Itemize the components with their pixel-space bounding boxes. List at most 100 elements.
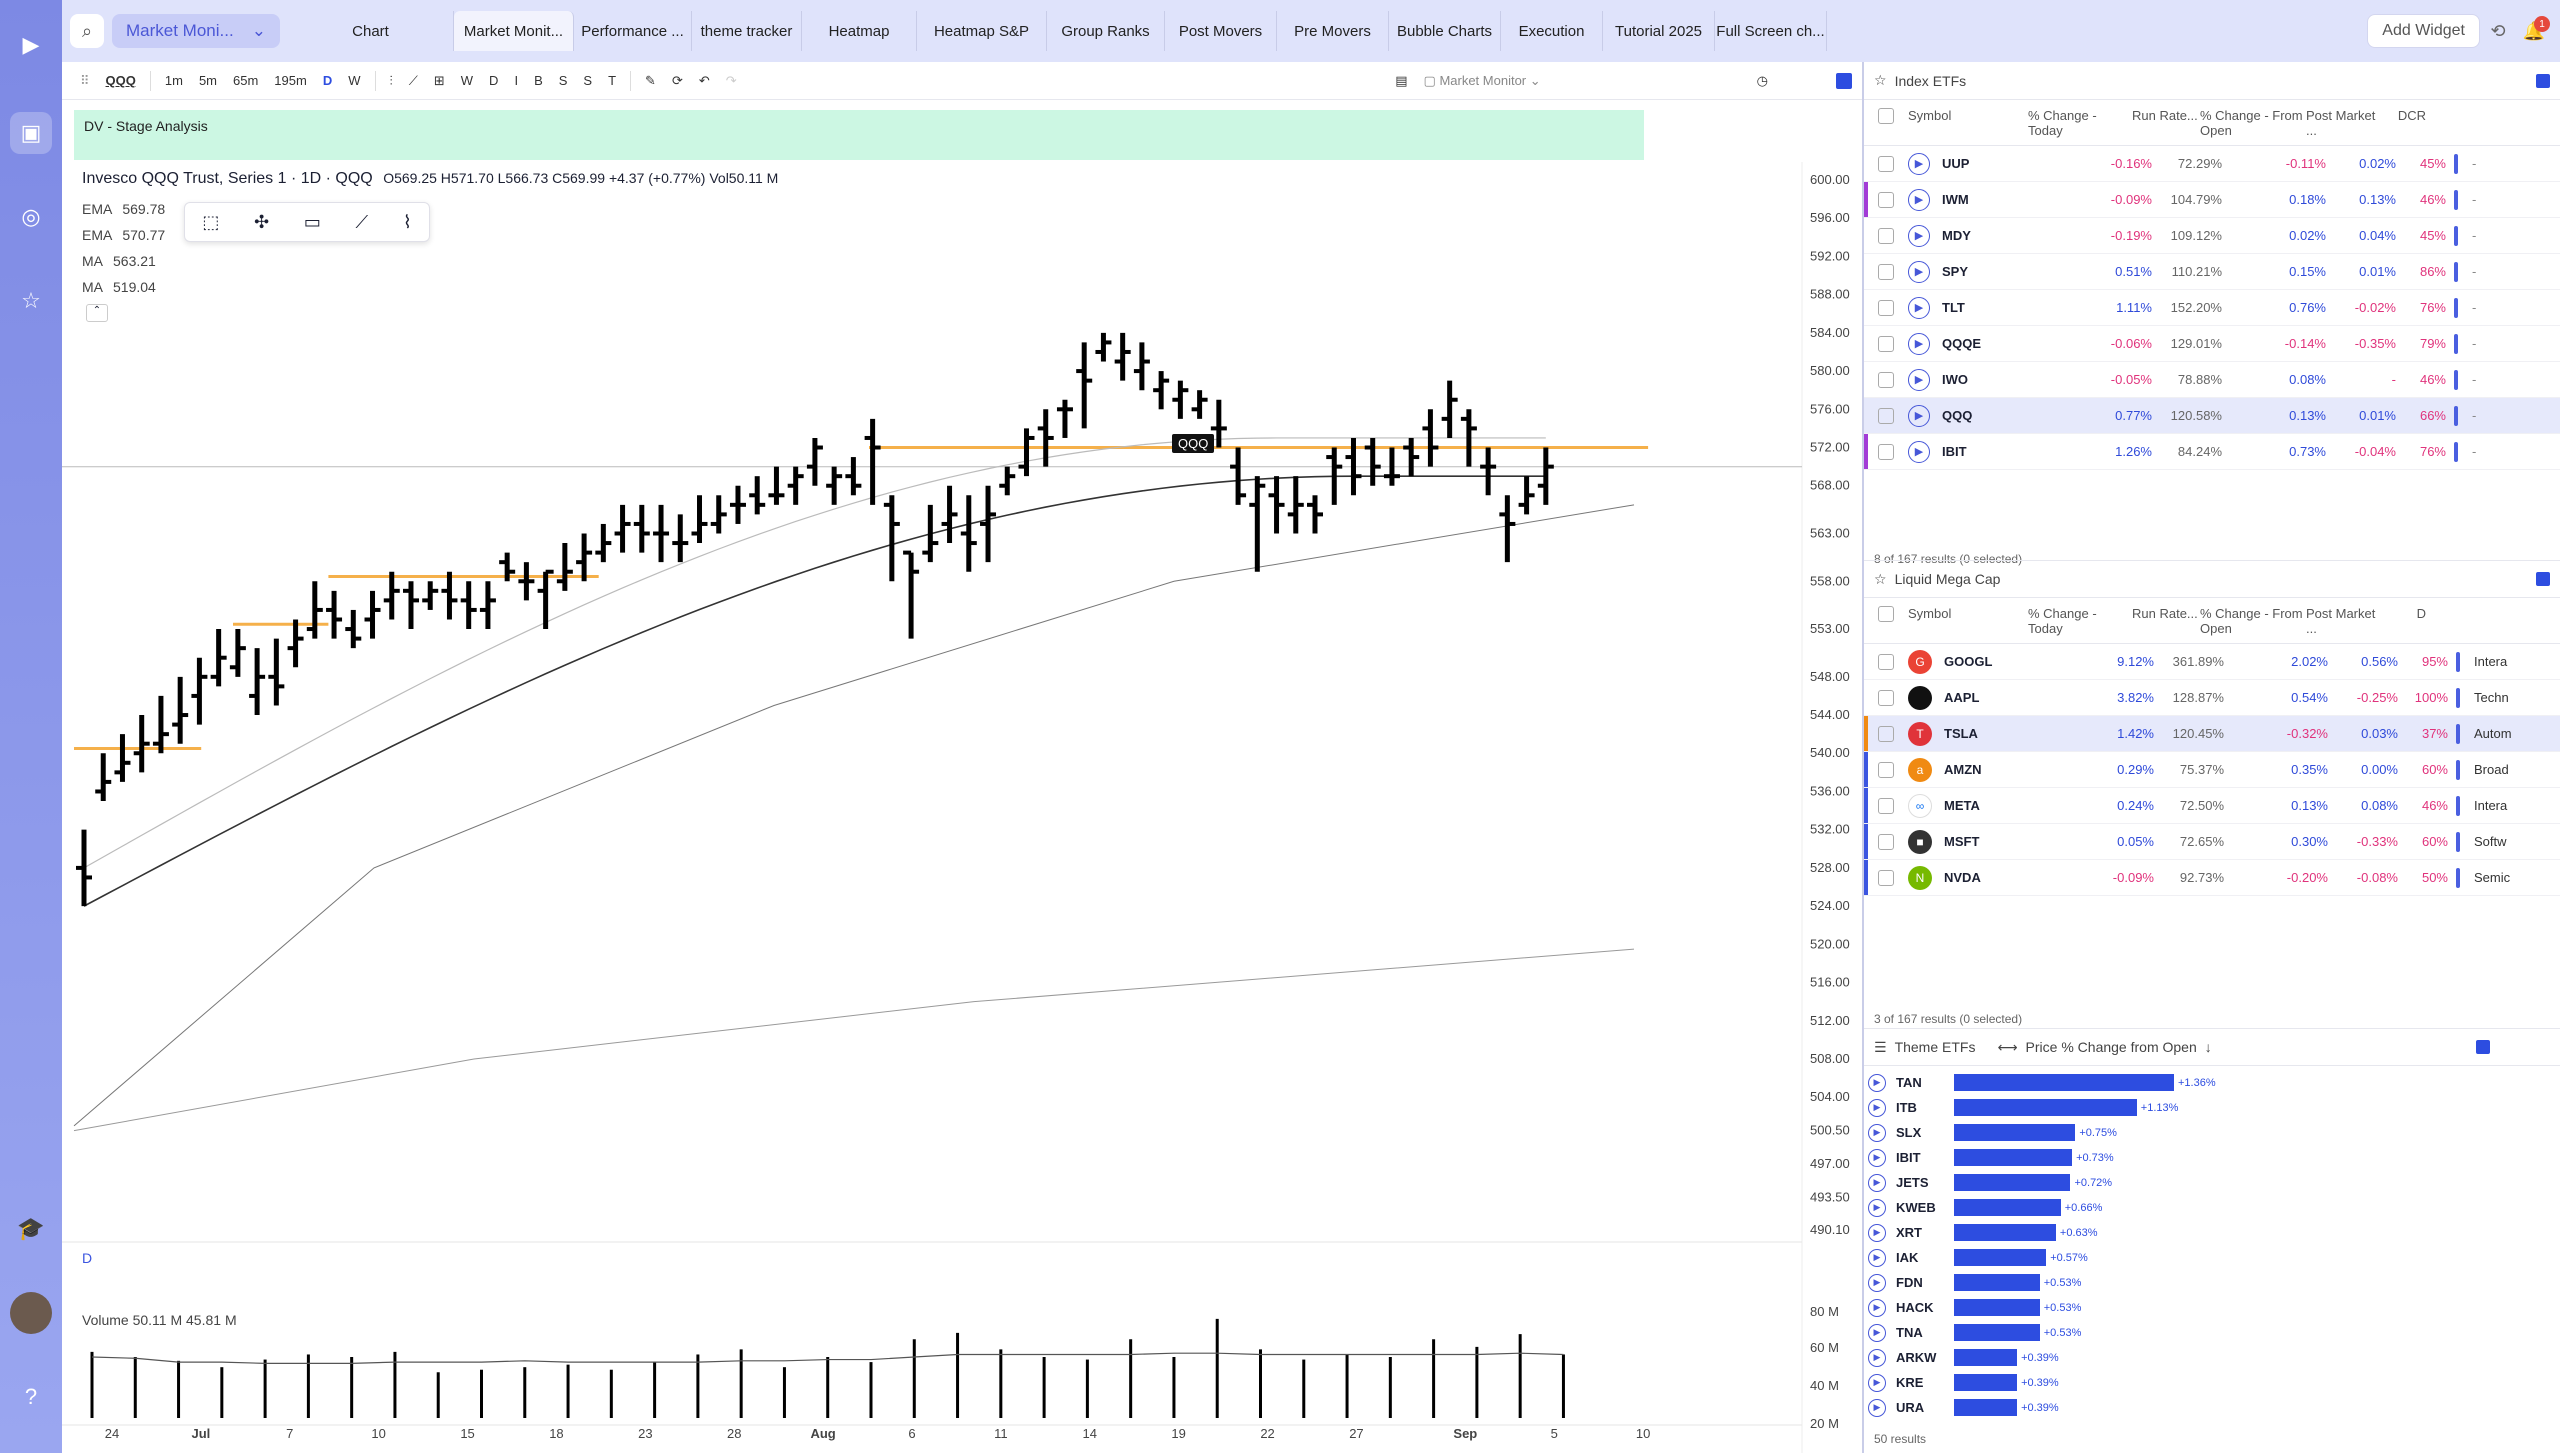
row-checkbox[interactable] [1878,725,1894,742]
tab-8[interactable]: Pre Movers [1277,11,1389,51]
layout-dropdown[interactable]: ▢ Market Monitor ⌄ [1423,72,1541,88]
play-icon[interactable]: ▶ [1868,1198,1886,1217]
table-row[interactable]: ■ MSFT 0.05% 72.65% 0.30% -0.33% 60% Softw [1864,824,2560,860]
column-header[interactable]: % Change - Today [2028,108,2097,138]
symbol-cell[interactable]: NVDA [1944,870,1981,885]
interval-D[interactable]: D [322,73,333,88]
table-row[interactable]: ▶ IBIT 1.26% 84.24% 0.73% -0.04% 76% - [1864,434,2560,470]
column-header[interactable]: D [2416,606,2426,621]
theme-row[interactable]: ▶ TAN +1.36% [1864,1070,2560,1095]
play-icon[interactable]: ▶ [1868,1273,1886,1292]
table-row[interactable]: ▶ TLT 1.11% 152.20% 0.76% -0.02% 76% - [1864,290,2560,326]
redo-icon[interactable]: ↷ [725,72,737,88]
format-3[interactable]: B [534,73,543,88]
play-icon[interactable]: ▶ [1908,332,1930,355]
row-checkbox[interactable] [1878,689,1894,706]
row-checkbox[interactable] [1878,443,1894,460]
indicators-icon[interactable]: ⫶ [389,72,393,88]
play-icon[interactable]: ▶ [1908,260,1930,283]
pencil-icon[interactable]: ✎ [645,72,656,88]
share-icon[interactable]: ⟲ [2490,20,2506,41]
interval-5m[interactable]: 5m [198,73,217,88]
panel-menu-icon[interactable] [2536,572,2550,586]
table-row[interactable]: ▶ MDY -0.19% 109.12% 0.02% 0.04% 45% - [1864,218,2560,254]
theme-row[interactable]: ▶ HACK +0.53% [1864,1295,2560,1320]
timer-icon[interactable]: ◷ [1756,72,1768,88]
interval-W[interactable]: W [348,73,361,88]
tab-3[interactable]: theme tracker [692,11,802,51]
table-row[interactable]: ∞ META 0.24% 72.50% 0.13% 0.08% 46% Intera [1864,788,2560,824]
play-icon[interactable]: ▶ [1868,1098,1886,1117]
table-row[interactable]: ▶ UUP -0.16% 72.29% -0.11% 0.02% 45% - [1864,146,2560,182]
column-header[interactable]: % Change - Today [2028,606,2097,636]
play-icon[interactable]: ▶ [1868,1323,1886,1342]
column-header[interactable]: Run Rate... [2132,606,2198,621]
play-icon[interactable]: ▶ [1908,440,1930,463]
theme-row[interactable]: ▶ IAK +0.57% [1864,1245,2560,1270]
logo-icon[interactable]: ▶ [22,32,40,57]
tab-0[interactable]: Chart [288,11,454,51]
table-row[interactable]: T TSLA 1.42% 120.45% -0.32% 0.03% 37% Autom [1864,716,2560,752]
maximize-icon[interactable] [1836,72,1852,89]
avatar[interactable] [10,1292,52,1334]
symbol-cell[interactable]: QQQE [1942,336,1982,351]
column-header[interactable]: DCR [2397,108,2426,123]
format-1[interactable]: D [489,73,499,88]
panel-menu-icon[interactable] [2476,1040,2490,1054]
tab-11[interactable]: Tutorial 2025 [1603,11,1715,51]
table-row[interactable]: ▶ QQQ 0.77% 120.58% 0.13% 0.01% 66% - [1864,398,2560,434]
table-row[interactable]: a AMZN 0.29% 75.37% 0.35% 0.00% 60% Broad [1864,752,2560,788]
layout-icon[interactable]: ▤ [1395,72,1408,88]
play-icon[interactable]: ▶ [1868,1123,1886,1142]
tab-2[interactable]: Performance ... [574,11,692,51]
column-header[interactable]: Symbol [1908,108,1952,123]
sort-icon[interactable]: ↓ [2204,1039,2212,1055]
column-header[interactable]: Post Market ... [2306,606,2376,636]
theme-row[interactable]: ▶ XRT +0.63% [1864,1220,2560,1245]
theme-row[interactable]: ▶ ARKW +0.39% [1864,1345,2560,1370]
column-header[interactable]: % Change - From Open [2200,108,2303,138]
symbol-cell[interactable]: IBIT [1942,444,1967,459]
play-icon[interactable]: ▶ [1868,1348,1886,1367]
symbol-cell[interactable]: META [1944,798,1980,813]
interval-195m[interactable]: 195m [274,73,307,88]
row-checkbox[interactable] [1878,797,1894,814]
symbol-cell[interactable]: TSLA [1944,726,1978,741]
theme-row[interactable]: ▶ JETS +0.72% [1864,1170,2560,1195]
play-icon[interactable]: ▶ [1868,1223,1886,1242]
row-checkbox[interactable] [1878,191,1894,208]
tab-4[interactable]: Heatmap [802,11,917,51]
rectangle-icon[interactable]: ⬚ [202,211,220,232]
tab-5[interactable]: Heatmap S&P [917,11,1047,51]
symbol-cell[interactable]: TLT [1942,300,1965,315]
symbol-cell[interactable]: AAPL [1944,690,1980,705]
row-checkbox[interactable] [1878,371,1894,388]
theme-row[interactable]: ▶ KWEB +0.66% [1864,1195,2560,1220]
select-all-checkbox[interactable] [1878,108,1894,124]
graduation-icon[interactable]: 🎓 [17,1216,45,1241]
play-icon[interactable]: ▶ [1868,1373,1886,1392]
symbol-cell[interactable]: IWO [1942,372,1968,387]
play-icon[interactable]: ▶ [1908,152,1930,175]
column-header[interactable]: % Change - From Open [2200,606,2303,636]
table-row[interactable]: ▶ QQQE -0.06% 129.01% -0.14% -0.35% 79% - [1864,326,2560,362]
play-icon[interactable]: ▶ [1868,1173,1886,1192]
column-header[interactable]: Run Rate... [2132,108,2198,123]
symbol-cell[interactable]: AMZN [1944,762,1982,777]
tab-12[interactable]: Full Screen ch... [1715,11,1827,51]
table-row[interactable]: N NVDA -0.09% 92.73% -0.20% -0.08% 50% Semic [1864,860,2560,896]
tab-1[interactable]: Market Monit... [454,11,574,51]
interval-65m[interactable]: 65m [233,73,259,88]
play-icon[interactable]: ▶ [1908,224,1930,247]
row-checkbox[interactable] [1878,869,1894,886]
add-widget-button[interactable]: Add Widget [2367,14,2480,48]
symbol-cell[interactable]: QQQ [1942,408,1973,423]
symbol-cell[interactable]: MDY [1942,228,1971,243]
play-icon[interactable]: ▶ [1908,368,1930,391]
theme-row[interactable]: ▶ ITB +1.13% [1864,1095,2560,1120]
bell-icon[interactable]: 🔔 1 [2516,14,2552,48]
star-icon[interactable]: ☆ [21,288,41,313]
column-header[interactable]: Symbol [1908,606,1952,621]
radar-icon[interactable]: ◎ [21,204,41,229]
collapse-legend-icon[interactable]: ⌃ [86,304,108,322]
